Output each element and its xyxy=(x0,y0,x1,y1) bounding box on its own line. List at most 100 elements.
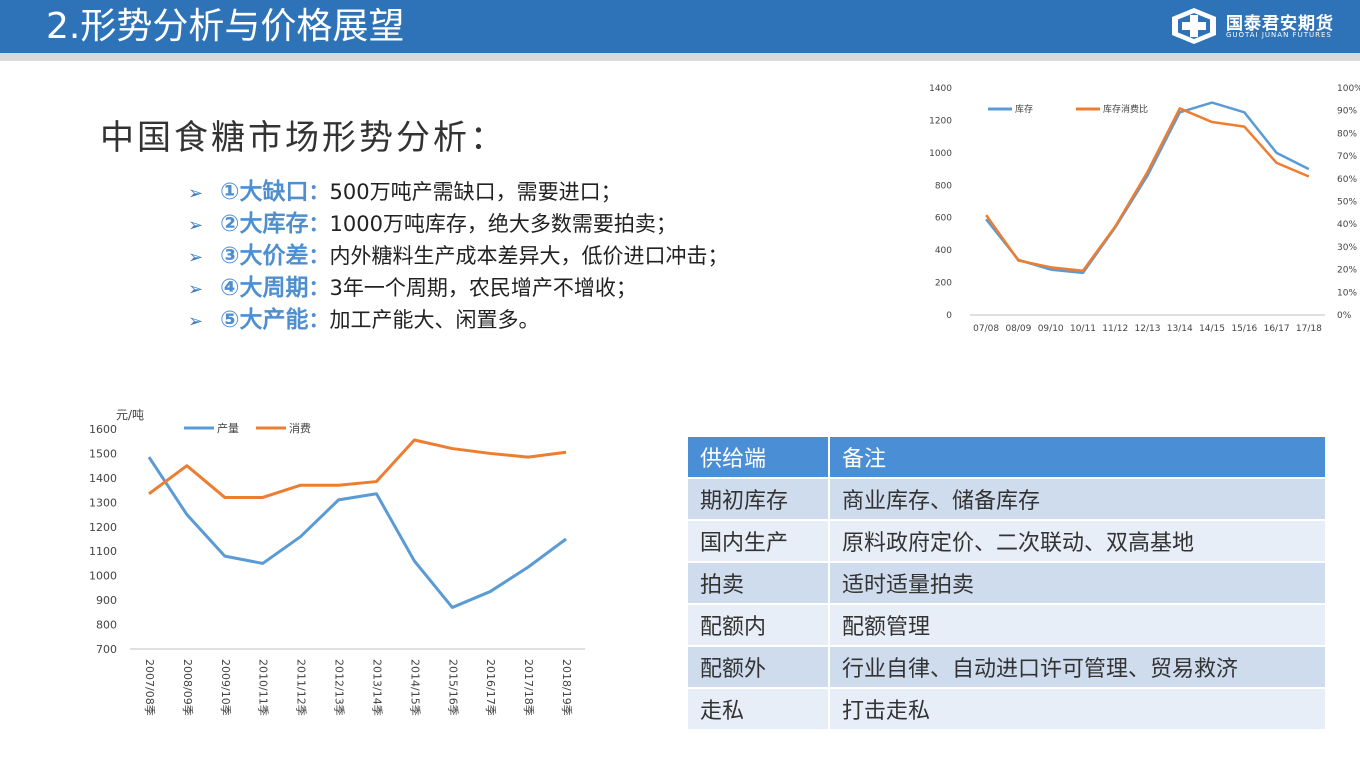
y-tick-label: 1200 xyxy=(89,521,117,534)
table-cell: 国内生产 xyxy=(688,519,830,561)
arrow-bullet-icon: ➢ xyxy=(188,279,204,300)
table-cell: 配额外 xyxy=(688,645,830,687)
bullet-item: ➢ ③大价差：内外糖料生产成本差异大，低价进口冲击； xyxy=(188,240,728,272)
bullet-desc: 内外糖料生产成本差异大，低价进口冲击； xyxy=(329,244,729,268)
y-tick-label: 1000 xyxy=(89,570,117,583)
bullet-desc: 1000万吨库存，绝大多数需要拍卖； xyxy=(329,212,677,236)
company-logo: 国泰君安期货 GUOTAI JUNAN FUTURES xyxy=(1170,7,1350,47)
y-tick-label: 800 xyxy=(96,619,117,632)
header-divider xyxy=(0,53,1360,61)
x-tick-label: 2009/10季 xyxy=(219,659,232,716)
production-consumption-chart: 元/吨 700 800 900 1000 1100 1200 1300 1400 1500 1600… xyxy=(89,408,585,716)
x-tick-label: 2007/08季 xyxy=(143,659,156,716)
y-axis-unit-label: 元/吨 xyxy=(116,408,144,422)
table-header-cell: 供给端 xyxy=(688,437,830,477)
table-row: 拍卖 适时适量拍卖 xyxy=(688,561,1325,603)
table-cell: 拍卖 xyxy=(688,561,830,603)
table-row: 配额内 配额管理 xyxy=(688,603,1325,645)
y-tick-label-right: 10% xyxy=(1337,288,1357,298)
x-tick-label: 2016/17季 xyxy=(484,659,497,716)
y-tick-label-right: 0% xyxy=(1337,311,1352,321)
y-tick-label-right: 30% xyxy=(1337,243,1357,253)
bullet-key: ①大缺口 xyxy=(220,179,309,205)
x-tick-label: 2011/12季 xyxy=(295,659,308,716)
table-cell: 配额内 xyxy=(688,603,830,645)
arrow-bullet-icon: ➢ xyxy=(188,215,204,236)
bullet-item: ➢ ②大库存：1000万吨库存，绝大多数需要拍卖； xyxy=(188,208,728,240)
legend-label: 库存消费比 xyxy=(1103,103,1148,115)
bullet-item: ➢ ⑤大产能：加工产能大、闲置多。 xyxy=(188,304,728,336)
bullet-separator: ： xyxy=(308,308,330,332)
table-cell: 走私 xyxy=(688,687,830,729)
x-tick-label: 2015/16季 xyxy=(446,659,459,716)
x-tick-label: 11/12 xyxy=(1102,324,1128,334)
series-line xyxy=(985,101,1310,275)
y-tick-label-left: 600 xyxy=(935,214,952,224)
legend-label: 库存 xyxy=(1015,103,1033,115)
y-tick-label: 1600 xyxy=(89,423,117,436)
x-tick-label: 14/15 xyxy=(1199,324,1225,334)
x-tick-label: 2013/14季 xyxy=(370,659,383,716)
bullet-item: ➢ ①大缺口：500万吨产需缺口，需要进口； xyxy=(188,176,728,208)
y-tick-label-right: 40% xyxy=(1337,220,1357,230)
y-tick-label: 700 xyxy=(96,643,117,656)
x-tick-label: 09/10 xyxy=(1038,324,1064,334)
table-cell: 打击走私 xyxy=(830,687,1325,729)
arrow-bullet-icon: ➢ xyxy=(188,247,204,268)
y-tick-label-left: 200 xyxy=(935,279,952,289)
x-tick-label: 10/11 xyxy=(1070,324,1096,334)
y-tick-label-left: 400 xyxy=(935,246,952,256)
bullet-separator: ： xyxy=(308,180,330,204)
table-row: 国内生产 原料政府定价、二次联动、双高基地 xyxy=(688,519,1325,561)
logo-hexagon-icon xyxy=(1172,8,1216,44)
table-header-cell: 备注 xyxy=(830,437,1325,477)
x-tick-label: 07/08 xyxy=(973,324,999,334)
series-line xyxy=(985,107,1310,272)
y-tick-label-left: 800 xyxy=(935,181,952,191)
supply-table: 供给端 备注 期初库存 商业库存、储备库存 国内生产 原料政府定价、二次联动、双… xyxy=(688,437,1325,729)
y-tick-label-right: 20% xyxy=(1337,266,1357,276)
x-tick-label: 2018/19季 xyxy=(560,659,573,716)
x-tick-label: 2008/09季 xyxy=(181,659,194,716)
table-cell: 适时适量拍卖 xyxy=(830,561,1325,603)
x-tick-label: 2010/11季 xyxy=(257,659,270,716)
table-cell: 商业库存、储备库存 xyxy=(830,477,1325,519)
y-tick-label: 1400 xyxy=(89,472,117,485)
table-cell: 配额管理 xyxy=(830,603,1325,645)
table-cell: 行业自律、自动进口许可管理、贸易救济 xyxy=(830,645,1325,687)
series-line xyxy=(147,456,567,609)
table-cell: 期初库存 xyxy=(688,477,830,519)
y-tick-label: 900 xyxy=(96,594,117,607)
bullet-separator: ： xyxy=(308,276,330,300)
bullet-item: ➢ ④大周期：3年一个周期，农民增产不增收； xyxy=(188,272,728,304)
y-tick-label-left: 1400 xyxy=(929,84,952,94)
y-tick-label-left: 1200 xyxy=(929,116,952,126)
table-row: 期初库存 商业库存、储备库存 xyxy=(688,477,1325,519)
bullet-key: ③大价差 xyxy=(220,243,309,269)
arrow-bullet-icon: ➢ xyxy=(188,311,204,332)
table-row: 配额外 行业自律、自动进口许可管理、贸易救济 xyxy=(688,645,1325,687)
bullet-desc: 500万吨产需缺口，需要进口； xyxy=(329,180,622,204)
x-tick-label: 17/18 xyxy=(1296,324,1322,334)
y-tick-label: 1500 xyxy=(89,447,117,460)
y-tick-label-left: 0 xyxy=(946,311,952,321)
y-tick-label-right: 50% xyxy=(1337,198,1357,208)
section-title: 中国食糖市场形势分析： xyxy=(100,118,507,158)
y-tick-label-left: 1000 xyxy=(929,149,952,159)
bullet-separator: ： xyxy=(308,244,330,268)
legend-label: 消费 xyxy=(289,421,311,435)
y-tick-label-right: 60% xyxy=(1337,175,1357,185)
y-tick-label: 1100 xyxy=(89,545,117,558)
series-line xyxy=(148,438,567,499)
bullet-key: ⑤大产能 xyxy=(220,307,309,333)
x-tick-label: 15/16 xyxy=(1231,324,1257,334)
x-tick-label: 2017/18季 xyxy=(522,659,535,716)
arrow-bullet-icon: ➢ xyxy=(188,183,204,204)
legend-label: 产量 xyxy=(217,421,239,435)
header-bar: 2.形势分析与价格展望 国泰君安期货 GUOTAI JUNAN FUTURES xyxy=(0,0,1360,53)
x-tick-label: 13/14 xyxy=(1167,324,1193,334)
bullet-desc: 加工产能大、闲置多。 xyxy=(329,308,540,332)
x-tick-label: 2012/13季 xyxy=(333,659,346,716)
y-tick-label-right: 90% xyxy=(1337,107,1357,117)
y-tick-label-right: 80% xyxy=(1337,129,1357,139)
